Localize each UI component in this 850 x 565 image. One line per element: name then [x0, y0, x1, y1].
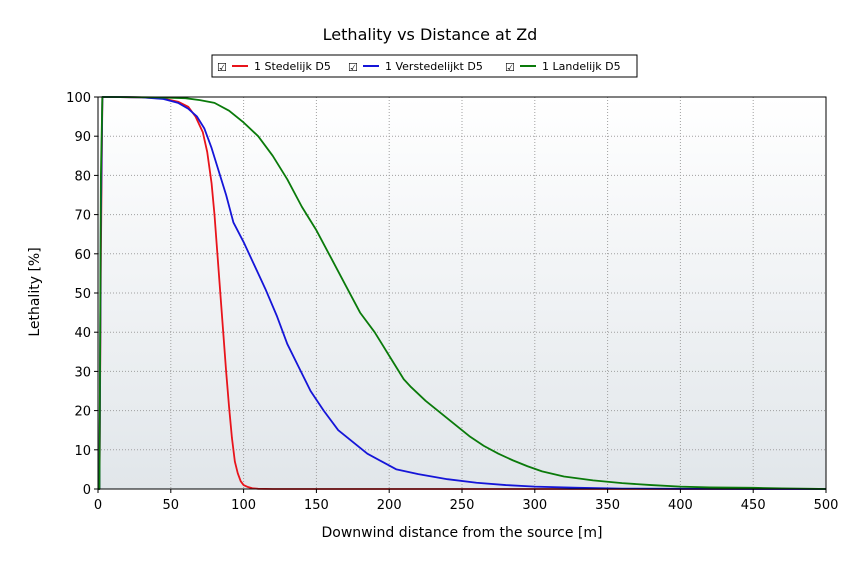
x-tick-label: 400 — [668, 498, 693, 513]
y-tick-label: 30 — [74, 365, 91, 380]
y-tick-label: 0 — [83, 483, 91, 498]
legend-box — [211, 54, 638, 78]
x-tick-label: 100 — [231, 498, 256, 513]
legend-label: 1 Landelijk D5 — [542, 60, 621, 73]
grid — [98, 97, 826, 489]
x-tick-label: 150 — [304, 498, 329, 513]
x-tick-label: 450 — [741, 498, 766, 513]
chart-title: Lethality vs Distance at Zd — [323, 25, 538, 44]
legend-label: 1 Verstedelijkt D5 — [385, 60, 483, 73]
x-tick-label: 50 — [163, 498, 180, 513]
legend-label: 1 Stedelijk D5 — [254, 60, 331, 73]
legend: ☑ 1 Stedelijk D5 ☑ 1 Verstedelijkt D5 ☑ 1 Lan… — [217, 60, 621, 74]
x-tick-label: 250 — [450, 498, 475, 513]
y-tick-label: 60 — [74, 248, 91, 263]
x-tick-label: 300 — [522, 498, 547, 513]
y-axis-label: Lethality [%] — [27, 247, 43, 336]
x-tick-label: 0 — [94, 498, 102, 513]
axis-ticks: 0 50 100 150 200 250 300 350 400 450 500 0 10 20 30 40 5… — [66, 91, 838, 513]
legend-checkbox-icon[interactable]: ☑ — [217, 61, 227, 74]
y-tick-label: 90 — [74, 130, 91, 145]
y-tick-label: 10 — [74, 444, 91, 459]
series-line-3 — [98, 96, 827, 490]
x-tick-label: 500 — [814, 498, 839, 513]
y-tick-label: 40 — [74, 326, 91, 341]
x-tick-label: 350 — [595, 498, 620, 513]
x-tick-label: 200 — [377, 498, 402, 513]
y-tick-label: 80 — [74, 169, 91, 184]
legend-checkbox-icon[interactable]: ☑ — [348, 61, 358, 74]
y-tick-label: 20 — [74, 405, 91, 420]
series-line-2 — [98, 96, 826, 490]
y-tick-label: 70 — [74, 209, 91, 224]
y-tick-label: 100 — [66, 91, 91, 106]
y-tick-label: 50 — [74, 287, 91, 302]
x-axis-label: Downwind distance from the source [m] — [322, 525, 603, 541]
legend-checkbox-icon[interactable]: ☑ — [505, 61, 515, 74]
